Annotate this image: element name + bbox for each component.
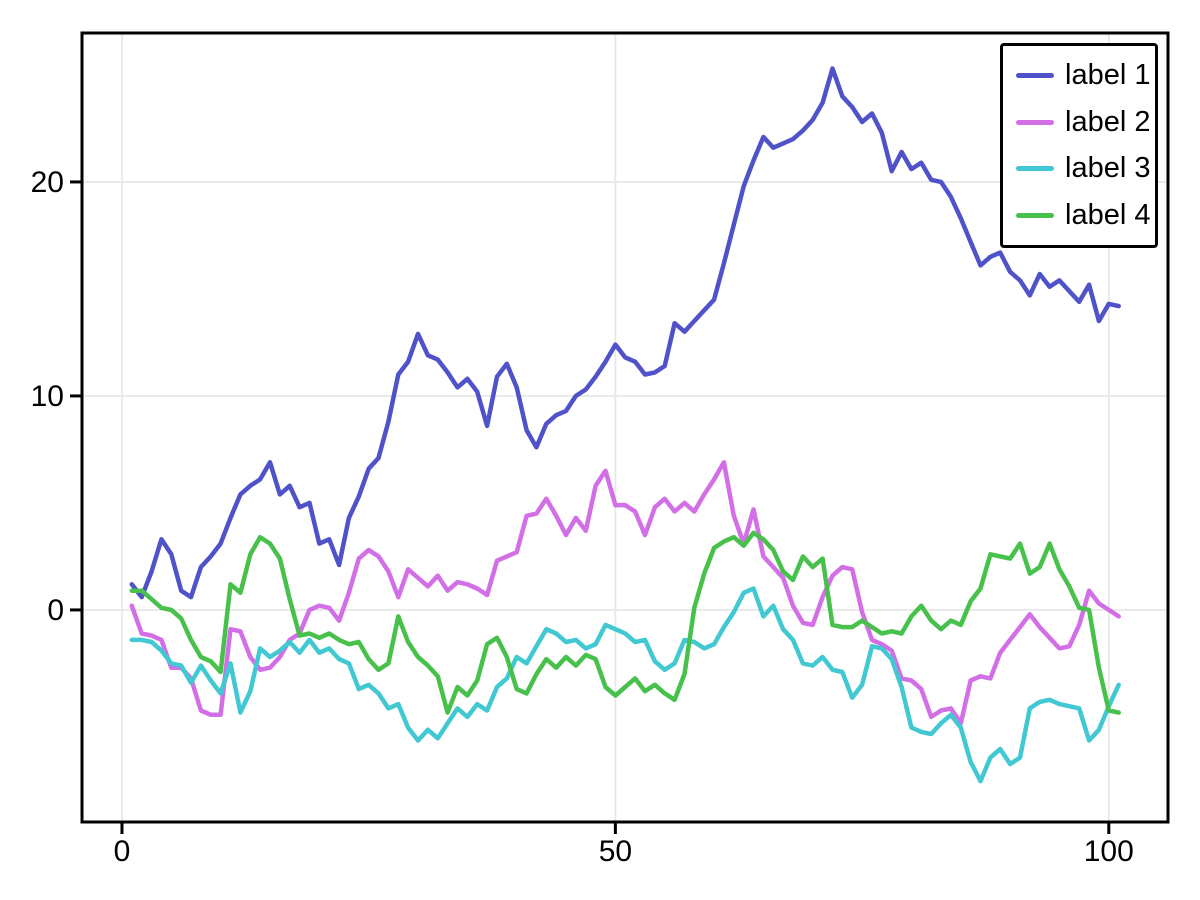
legend-label-4: label 4 <box>1065 199 1151 232</box>
series-4-line-swatch <box>1016 213 1054 219</box>
series-line-4 <box>129 530 1121 715</box>
series-line-2 <box>129 460 1121 726</box>
legend: label 1 label 2 label 3 label 4 <box>1000 43 1158 248</box>
series-3-line-swatch <box>1016 166 1054 172</box>
legend-item-1: label 1 <box>1003 58 1155 91</box>
legend-label-2: label 2 <box>1065 105 1151 138</box>
x-tick-label: 100 <box>1084 835 1134 868</box>
series-line-3 <box>129 586 1121 784</box>
axis-frame <box>80 31 1170 824</box>
x-tick-label: 0 <box>114 835 131 868</box>
series-line-1 <box>129 66 1121 600</box>
legend-item-2: label 2 <box>1003 105 1155 138</box>
y-tick-label: 10 <box>31 380 64 413</box>
legend-item-3: label 3 <box>1003 154 1155 183</box>
legend-label-1: label 1 <box>1065 58 1151 91</box>
series-2-line-swatch <box>1016 119 1054 125</box>
x-tick-label: 50 <box>599 835 632 868</box>
series-1-line-swatch <box>1016 72 1054 78</box>
y-tick-label: 0 <box>47 594 64 627</box>
legend-item-4: label 4 <box>1003 201 1155 230</box>
legend-label-3: label 3 <box>1065 152 1151 185</box>
y-tick-label: 20 <box>31 166 64 199</box>
